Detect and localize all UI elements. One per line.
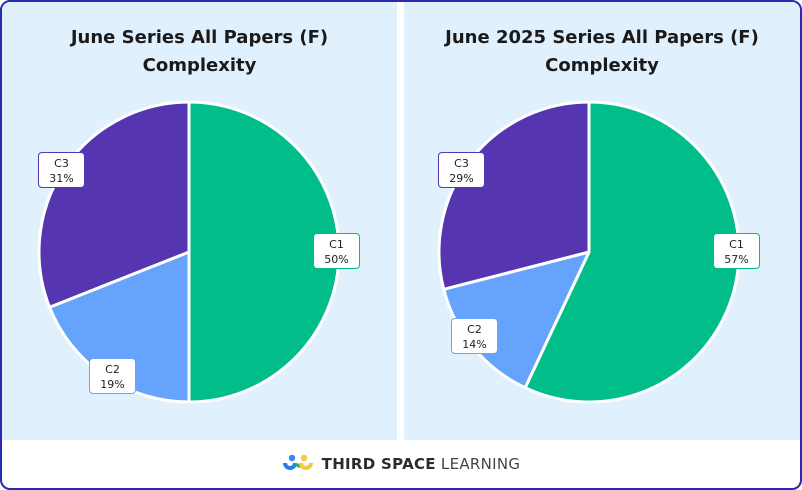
data-label-category: C3	[454, 157, 469, 170]
data-label-value: 31%	[49, 172, 74, 185]
chart-title: June Series All Papers (F) Complexity	[2, 24, 397, 80]
data-label-c3: C3 29%	[438, 152, 485, 188]
title-line-1: June Series All Papers (F)	[70, 27, 329, 48]
data-label-category: C3	[54, 157, 69, 170]
third-space-learning-logo-icon	[282, 454, 313, 470]
data-label-category: C1	[329, 238, 344, 251]
data-label-value: 50%	[324, 253, 349, 266]
data-label-c3: C3 31%	[38, 152, 85, 188]
pie-chart	[37, 100, 341, 404]
title-line-2: Complexity	[545, 55, 659, 76]
data-label-value: 57%	[724, 253, 749, 266]
data-label-value: 14%	[462, 338, 487, 351]
footer: THIRD SPACE LEARNING	[2, 440, 800, 488]
pie-chart	[437, 100, 741, 404]
data-label-c1: C1 50%	[313, 233, 360, 269]
brand-name: THIRD SPACE LEARNING	[321, 455, 521, 473]
data-label-value: 29%	[449, 172, 474, 185]
title-line-1: June 2025 Series All Papers (F)	[445, 27, 759, 48]
data-label-category: C2	[105, 363, 120, 376]
title-line-2: Complexity	[142, 55, 257, 76]
data-label-c2: C2 14%	[451, 318, 498, 354]
data-label-c2: C2 19%	[89, 358, 136, 394]
pie-panel-june-2025-series: June 2025 Series All Papers (F) Complexi…	[404, 2, 800, 440]
data-label-category: C1	[729, 238, 744, 251]
chart-title: June 2025 Series All Papers (F) Complexi…	[404, 24, 800, 80]
data-label-category: C2	[467, 323, 482, 336]
data-label-c1: C1 57%	[713, 233, 760, 269]
data-label-value: 19%	[100, 378, 125, 391]
pie-panel-june-series: June Series All Papers (F) Complexity C1…	[2, 2, 397, 440]
